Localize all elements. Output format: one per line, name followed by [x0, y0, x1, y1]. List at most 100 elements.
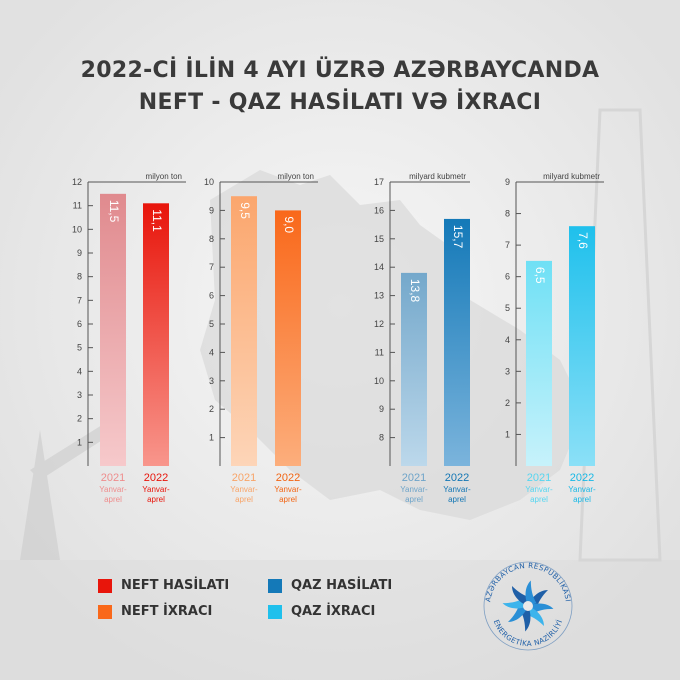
bar-value-label: 9,5 [238, 202, 252, 219]
oil-pump-silhouette [20, 420, 118, 560]
chart-title-line-2: NEFT - QAZ HASİLATI VƏ İXRACI [138, 90, 542, 115]
bar-value-label: 9,0 [282, 216, 296, 233]
bar [444, 218, 470, 466]
y-tick-label: 10 [72, 224, 82, 234]
y-tick-label: 5 [77, 343, 82, 353]
bar [275, 210, 301, 466]
category-period-label: aprel [448, 495, 466, 504]
category-year-label: 2022 [445, 472, 469, 484]
unit-label: milyon ton [146, 172, 182, 181]
category-year-label: 2021 [402, 472, 426, 484]
y-tick-label: 9 [77, 248, 82, 258]
logo-swirl-icon [502, 580, 554, 632]
y-tick-label: 11 [375, 347, 384, 357]
y-tick-label: 8 [379, 433, 384, 443]
category-period-label: Yanvar- [568, 485, 596, 494]
y-tick-label: 2 [77, 414, 82, 424]
category-period-label: Yanvar- [525, 485, 553, 494]
y-tick-label: 10 [374, 376, 384, 386]
category-year-label: 2022 [276, 472, 300, 484]
category-year-label: 2021 [101, 472, 125, 484]
legend-label-qaz-ixraci: QAZ İXRACI [291, 604, 376, 619]
category-period-label: aprel [235, 495, 253, 504]
chart-title-line-1: 2022-Cİ İLİN 4 AYI ÜZRƏ AZƏRBAYCANDA [80, 58, 600, 83]
category-period-label: aprel [573, 495, 591, 504]
y-tick-label: 9 [379, 404, 384, 414]
unit-label: milyon ton [278, 172, 314, 181]
y-tick-label: 7 [209, 262, 214, 272]
y-tick-label: 16 [374, 205, 384, 215]
category-year-label: 2022 [144, 472, 168, 484]
y-tick-label: 8 [505, 209, 510, 219]
category-period-label: Yanvar- [274, 485, 302, 494]
category-period-label: Yanvar- [230, 485, 258, 494]
y-tick-label: 9 [209, 205, 214, 215]
y-tick-label: 13 [374, 291, 384, 301]
bar [100, 193, 126, 467]
bar-value-label: 6,5 [533, 267, 547, 284]
chart-3: milyard kubmetr 8 9 10 11 12 13 14 15 16 17 13,8 202… [374, 172, 471, 504]
category-year-label: 2021 [527, 472, 551, 484]
y-tick-label: 2 [505, 398, 510, 408]
category-period-label: Yanvar- [99, 485, 127, 494]
bar [231, 196, 257, 466]
y-tick-label: 15 [374, 234, 384, 244]
y-tick-label: 4 [77, 366, 82, 376]
legend-swatch-qaz-hasilati [268, 578, 282, 593]
legend-swatch-neft-ixraci [98, 604, 112, 619]
bar [526, 260, 552, 466]
y-tick-label: 3 [505, 366, 510, 376]
y-tick-label: 6 [77, 319, 82, 329]
y-tick-label: 8 [209, 234, 214, 244]
category-period-label: Yanvar- [400, 485, 428, 494]
y-tick-label: 6 [505, 272, 510, 282]
bar-value-label: 7,6 [576, 232, 590, 249]
y-tick-label: 7 [505, 240, 510, 250]
category-period-label: aprel [104, 495, 122, 504]
category-period-label: aprel [405, 495, 423, 504]
category-year-label: 2021 [232, 472, 256, 484]
legend-label-neft-ixraci: NEFT İXRACI [121, 604, 213, 619]
y-tick-label: 7 [77, 295, 82, 305]
y-tick-label: 5 [505, 303, 510, 313]
chart-1: milyon ton12345678910111211,52021Yanvar-… [72, 172, 186, 504]
bar-value-label: 15,7 [451, 225, 465, 249]
y-tick-label: 4 [505, 335, 510, 345]
bar [401, 272, 427, 466]
legend-item-qaz-hasilati: QAZ HASİLATI [268, 578, 392, 593]
y-tick-label: 10 [204, 177, 214, 187]
category-period-label: aprel [279, 495, 297, 504]
y-tick-label: 9 [505, 177, 510, 187]
unit-label: milyard kubmetr [409, 172, 466, 181]
y-tick-label: 4 [209, 347, 214, 357]
legend-item-neft-hasilati: NEFT HASİLATI [98, 578, 229, 593]
y-tick-label: 2 [209, 404, 214, 414]
y-tick-label: 5 [209, 319, 214, 329]
legend-swatch-neft-hasilati [98, 578, 112, 593]
category-period-label: Yanvar- [443, 485, 471, 494]
y-tick-label: 14 [374, 262, 384, 272]
category-period-label: Yanvar- [142, 485, 170, 494]
y-tick-label: 8 [77, 272, 82, 282]
chart-2: milyon ton123456789109,52021Yanvar-aprel… [204, 172, 318, 504]
y-tick-label: 12 [72, 177, 82, 187]
chart-4: milyard kubmetr1234567896,52021Yanvar-ap… [505, 172, 604, 504]
bar-value-label: 11,1 [150, 209, 164, 232]
category-period-label: aprel [530, 495, 548, 504]
logo-swirl-blade [525, 580, 537, 606]
legend-label-neft-hasilati: NEFT HASİLATI [121, 578, 230, 593]
y-tick-label: 1 [505, 429, 510, 439]
ministry-of-energy-logo: AZƏRBAYCAN RESPUBLİKASI ENERGETİKA NAZİR… [483, 561, 573, 651]
bar-value-label: 13,8 [408, 279, 422, 303]
bar [569, 226, 595, 466]
unit-label: milyard kubmetr [543, 172, 600, 181]
y-tick-label: 3 [209, 376, 214, 386]
y-tick-label: 3 [77, 390, 82, 400]
category-period-label: aprel [147, 495, 165, 504]
y-tick-label: 1 [209, 433, 214, 443]
y-tick-label: 1 [77, 437, 82, 447]
legend-label-qaz-hasilati: QAZ HASİLATI [291, 578, 393, 593]
y-tick-label: 6 [209, 291, 214, 301]
y-tick-label: 17 [374, 177, 384, 187]
